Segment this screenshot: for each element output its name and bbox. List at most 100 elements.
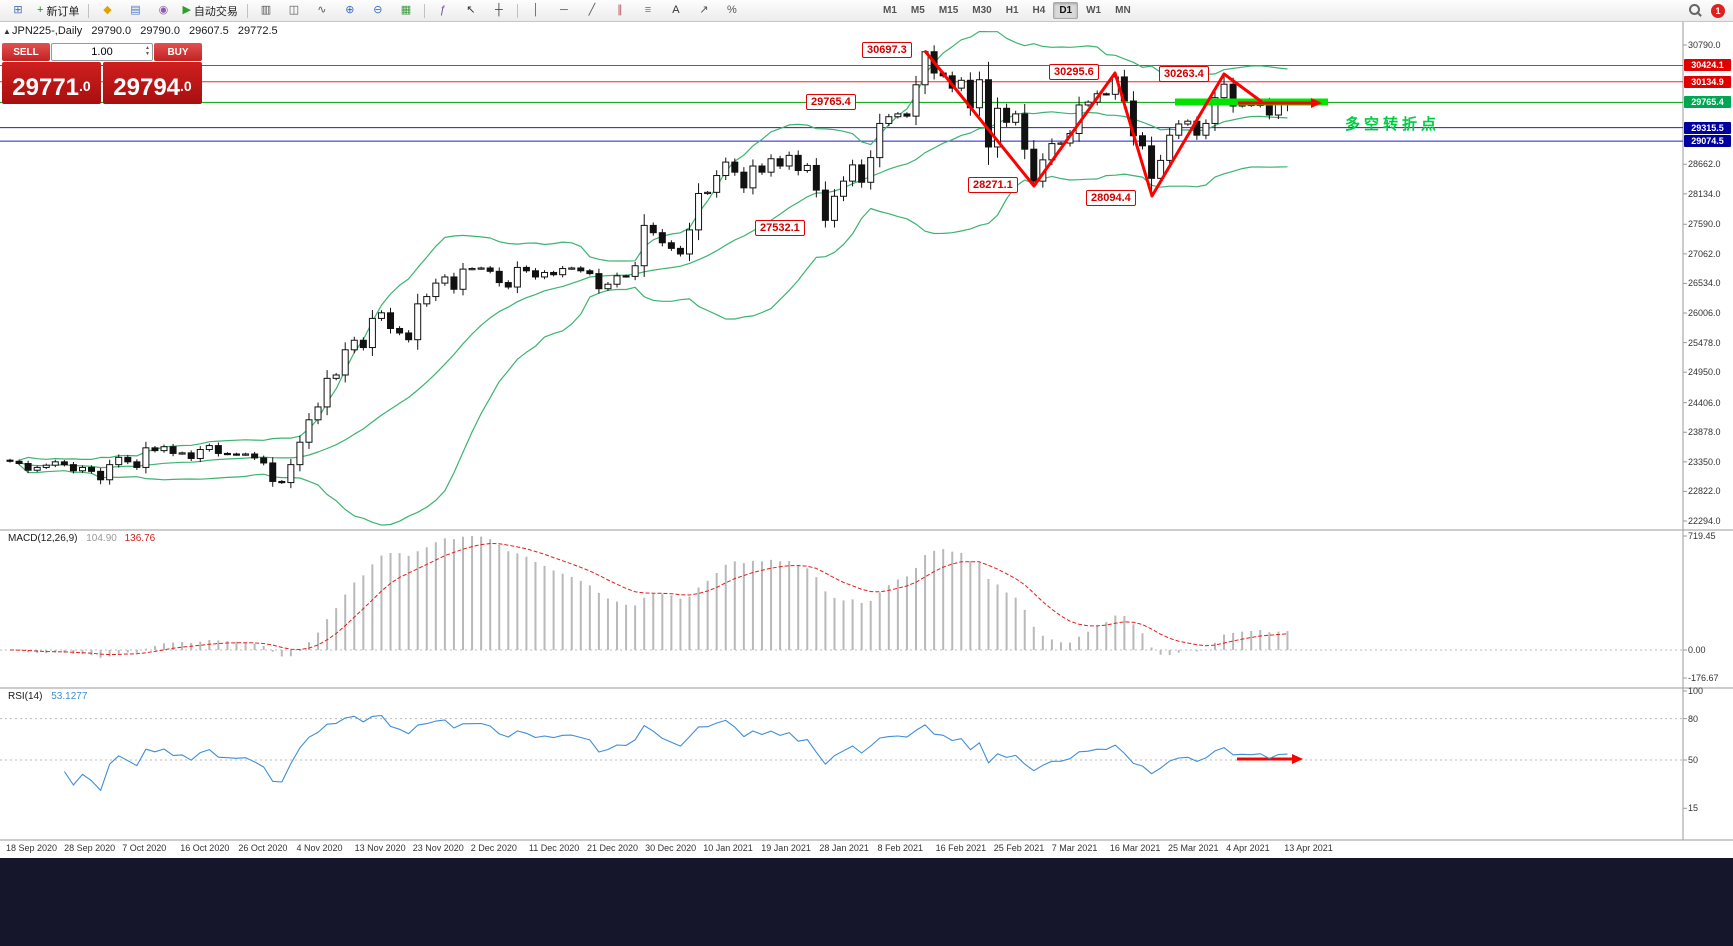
market-watch-button[interactable]: ◆: [94, 1, 120, 21]
grid-button[interactable]: ▦: [393, 1, 419, 21]
date-label: 30 Dec 2020: [645, 843, 697, 853]
timeframe-w1-button[interactable]: W1: [1086, 5, 1102, 16]
text-button[interactable]: A: [663, 1, 689, 21]
vertical-line-icon: │: [532, 4, 540, 16]
price-level-badge: 29765.4: [1684, 96, 1731, 109]
annotation-note[interactable]: 多空转折点: [1345, 116, 1441, 133]
new-order-icon: +: [37, 4, 44, 16]
navigator-button[interactable]: ◉: [150, 1, 176, 21]
new-order-button[interactable]: + 新订单: [33, 1, 83, 21]
price-level-badge: 30424.1: [1684, 59, 1731, 72]
shapes-button[interactable]: %: [719, 1, 745, 21]
equidistant-channel-icon: ∥: [617, 4, 623, 16]
timeframe-d1-button[interactable]: D1: [1053, 2, 1079, 19]
crosshair-button[interactable]: ┼: [486, 1, 512, 21]
timeframe-m30-button[interactable]: M30: [972, 5, 992, 16]
price-annotation-box[interactable]: 30263.4: [1159, 66, 1209, 82]
macd-axis-label: -176.67: [1688, 672, 1719, 683]
bars-chart-button[interactable]: ▥: [253, 1, 279, 21]
timeframe-m5-button[interactable]: M5: [910, 5, 925, 16]
price-annotation-box[interactable]: 30697.3: [862, 42, 912, 58]
taskbar: [0, 858, 1733, 946]
new-order-label: 新订单: [46, 5, 80, 18]
date-label: 16 Feb 2021: [935, 843, 987, 853]
candles-chart-button[interactable]: ◫: [281, 1, 307, 21]
zoom-out-button[interactable]: ⊖: [365, 1, 391, 21]
cursor-button[interactable]: ↖: [458, 1, 484, 21]
arrows-button[interactable]: ↗: [691, 1, 717, 21]
timeframe-h1-button[interactable]: H1: [1005, 5, 1019, 16]
sell-button[interactable]: SELL: [2, 43, 50, 61]
new-chart-icon: ⊞: [13, 4, 23, 16]
new-chart-button[interactable]: ⊞: [5, 1, 31, 21]
sell-price-panel[interactable]: 29771 .0: [2, 62, 101, 104]
price-axis-label: 23878.0: [1688, 427, 1721, 438]
data-window-button[interactable]: ▤: [122, 1, 148, 21]
date-label: 8 Feb 2021: [877, 843, 924, 853]
date-label: 18 Sep 2020: [6, 843, 58, 853]
date-label: 4 Nov 2020: [296, 843, 343, 853]
price-axis-label: 24950.0: [1688, 367, 1721, 378]
date-label: 25 Mar 2021: [1168, 843, 1219, 853]
auto-trading-icon: ▶: [182, 4, 191, 16]
shapes-icon: %: [727, 4, 737, 16]
timeframe-h4-button[interactable]: H4: [1032, 5, 1046, 16]
horizontal-line-button[interactable]: ─: [551, 1, 577, 21]
price-axis-label: 22822.0: [1688, 486, 1721, 497]
date-label: 28 Jan 2021: [819, 843, 869, 853]
line-chart-icon: ∿: [317, 4, 327, 16]
navigator-icon: ◉: [158, 4, 169, 16]
buy-button[interactable]: BUY: [154, 43, 202, 61]
vertical-line-button[interactable]: │: [523, 1, 549, 21]
price-axis-label: 23350.0: [1688, 456, 1721, 467]
price-annotation-box[interactable]: 28271.1: [968, 177, 1018, 193]
timeframe-mn-button[interactable]: MN: [1115, 5, 1131, 16]
date-label: 16 Oct 2020: [180, 843, 230, 853]
fibonacci-icon: ≡: [644, 4, 652, 16]
price-axis-label: 28134.0: [1688, 188, 1721, 199]
date-label: 7 Mar 2021: [1051, 843, 1098, 853]
indicators-button[interactable]: ƒ: [430, 1, 456, 21]
sell-price-value: 29771: [12, 74, 80, 101]
date-label: 25 Feb 2021: [993, 843, 1045, 853]
price-annotation-box[interactable]: 30295.6: [1049, 64, 1099, 80]
price-level-badge: 29074.5: [1684, 135, 1731, 148]
volume-down-icon[interactable]: ▼: [145, 51, 150, 57]
search-icon[interactable]: [1688, 3, 1703, 18]
date-label: 28 Sep 2020: [64, 843, 116, 853]
trendline-button[interactable]: ╱: [579, 1, 605, 21]
price-annotation-box[interactable]: 28094.4: [1086, 190, 1136, 206]
price-annotation-box[interactable]: 27532.1: [755, 220, 805, 236]
close-value: 29772.5: [237, 25, 278, 37]
bars-chart-icon: ▥: [260, 4, 272, 16]
toolbar-separator: [423, 3, 425, 18]
date-label: 11 Dec 2020: [528, 843, 580, 853]
price-axis-label: 26006.0: [1688, 308, 1721, 319]
macd-label: MACD(12,26,9) 104.90 136.76: [8, 533, 155, 544]
market-watch-icon: ◆: [103, 4, 112, 16]
macd-axis-label: 0.00: [1688, 645, 1706, 655]
data-window-icon: ▤: [130, 4, 141, 16]
grid-icon: ▦: [400, 4, 412, 16]
price-annotation-box[interactable]: 29765.4: [806, 94, 856, 110]
line-chart-button[interactable]: ∿: [309, 1, 335, 21]
auto-trading-button[interactable]: ▶ 自动交易: [178, 1, 241, 21]
toolbar-right-group: 1: [1688, 3, 1725, 18]
rsi-axis-label: 15: [1688, 803, 1699, 814]
one-click-collapse-toggle[interactable]: ▲: [3, 27, 11, 36]
timeframe-m15-button[interactable]: M15: [938, 5, 959, 16]
zoom-in-button[interactable]: ⊕: [337, 1, 363, 21]
equidistant-channel-button[interactable]: ∥: [607, 1, 633, 21]
auto-trading-label: 自动交易: [193, 5, 238, 18]
timeframe-bar: M1 M5 M15 M30 H1 H4 D1 W1 MN: [876, 2, 1138, 19]
notification-badge[interactable]: 1: [1711, 3, 1725, 18]
timeframe-m1-button[interactable]: M1: [883, 5, 897, 16]
volume-input[interactable]: 1.00 ▲ ▼: [51, 43, 153, 61]
symbol-period-label: JPN225-,Daily: [12, 25, 83, 37]
arrows-icon: ↗: [699, 4, 709, 16]
sell-price-fraction: .0: [79, 78, 91, 94]
fibonacci-button[interactable]: ≡: [635, 1, 661, 21]
volume-stepper[interactable]: ▲ ▼: [145, 45, 150, 57]
buy-price-panel[interactable]: 29794 .0: [103, 62, 202, 104]
